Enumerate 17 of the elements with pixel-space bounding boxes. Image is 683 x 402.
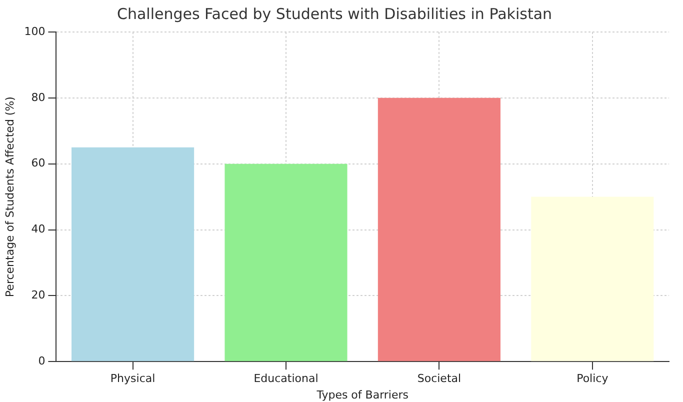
x-tick-label: Societal (417, 372, 462, 386)
y-tick-label: 40 (31, 222, 46, 236)
y-tick-label: 60 (31, 156, 46, 170)
bar (378, 98, 500, 362)
x-tick-label: Physical (110, 372, 156, 386)
y-tick-label: 100 (24, 24, 46, 38)
bar (72, 147, 194, 362)
y-tick-label: 20 (31, 288, 46, 302)
x-tick-label: Educational (254, 372, 318, 386)
y-tick-label: 0 (38, 354, 46, 368)
y-axis-title: Percentage of Students Affected (%) (3, 96, 16, 298)
chart-title: Challenges Faced by Students with Disabilities in Pakistan (116, 4, 552, 23)
y-tick-label: 80 (31, 90, 46, 104)
bar (224, 164, 348, 362)
bar (531, 196, 654, 362)
x-axis-title: Types of Barriers (316, 388, 409, 402)
x-tick-label: Policy (576, 372, 609, 386)
